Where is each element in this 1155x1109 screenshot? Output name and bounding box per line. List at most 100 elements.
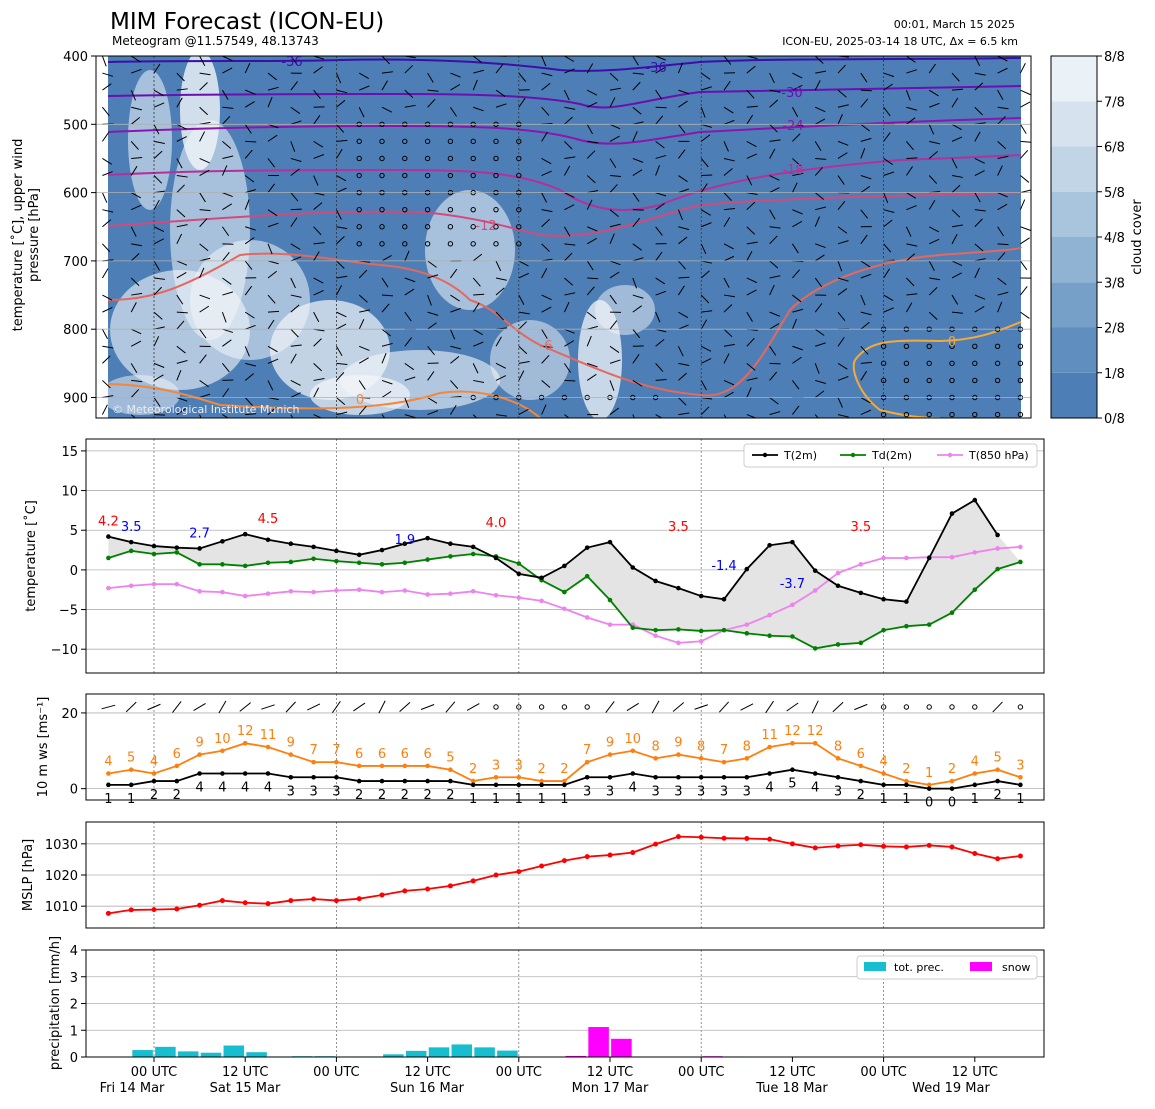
dewpoint-spread-fill	[108, 500, 1020, 648]
series-point	[494, 783, 499, 788]
series-point	[175, 545, 180, 550]
mean-value-label: 4	[765, 781, 773, 796]
calm-wind-marker	[494, 705, 498, 709]
upper-air-panel: © Meteorological Institute Munich 400500…	[10, 46, 1123, 425]
wind-barb	[240, 703, 251, 712]
mean-value-label: 1	[515, 792, 523, 807]
gust-value-label: 7	[309, 743, 317, 758]
series-point	[106, 771, 111, 776]
series-point	[653, 842, 658, 847]
mean-value-label: 3	[674, 784, 682, 799]
y-tick-label: 15	[61, 445, 78, 460]
mean-value-label: 3	[834, 784, 842, 799]
series-point	[608, 598, 613, 603]
wind-barb	[906, 158, 917, 159]
mean-value-label: 4	[195, 781, 203, 796]
series-point	[266, 771, 271, 776]
series-point	[175, 779, 180, 784]
series-point	[380, 892, 385, 897]
colorbar-tick-label: 8/8	[1104, 50, 1125, 65]
wind-barb	[652, 701, 659, 713]
series-point	[425, 779, 430, 784]
series-point	[1018, 560, 1023, 565]
series-point	[904, 844, 909, 849]
mslp-ylabel: MSLP [hPa]	[21, 839, 36, 911]
wind-barb	[421, 704, 434, 709]
mean-value-label: 1	[469, 792, 477, 807]
colorbar-band	[1051, 237, 1097, 282]
series-point	[289, 541, 294, 546]
series-point	[699, 594, 704, 599]
series-point	[950, 786, 955, 791]
series-point	[745, 775, 750, 780]
colorbar-tick-label: 1/8	[1104, 367, 1125, 382]
y-tick-label: 3	[70, 971, 78, 986]
series-point	[858, 842, 863, 847]
y-tick-label: −5	[59, 604, 78, 619]
wind-barb	[993, 702, 1003, 712]
wind-barb	[102, 705, 116, 709]
y-tick-label: 4	[70, 944, 78, 959]
extreme-label: 2.7	[189, 526, 210, 541]
series-point	[425, 764, 430, 769]
copyright-note: © Meteorological Institute Munich	[112, 403, 299, 416]
series-point	[950, 844, 955, 849]
legend-swatch	[864, 962, 886, 971]
colorbar-band	[1051, 192, 1097, 237]
series-point	[1018, 775, 1023, 780]
wind-barb	[770, 363, 781, 364]
series-point	[722, 597, 727, 602]
calm-wind-marker	[585, 705, 589, 709]
series-point	[425, 536, 430, 541]
colorbar-ticks: 0/81/82/83/84/85/86/87/88/8	[1097, 50, 1125, 427]
legend-label: tot. prec.	[894, 961, 944, 974]
wind-barb	[245, 141, 256, 142]
series-point	[973, 498, 978, 503]
series-point	[311, 545, 316, 550]
mean-value-label: 2	[446, 788, 454, 803]
series-point	[995, 856, 1000, 861]
series-point	[653, 633, 658, 638]
upper-air-ylabel-line1: temperature [˚C], upper wind	[10, 139, 26, 332]
series-point	[631, 748, 636, 753]
series-point	[129, 549, 134, 554]
series-point	[653, 775, 658, 780]
precip-bar	[474, 1047, 495, 1057]
mean-value-label: 4	[629, 781, 637, 796]
series-point	[767, 613, 772, 618]
legend-label: snow	[1002, 961, 1030, 974]
series-point	[562, 606, 567, 611]
series-point	[722, 775, 727, 780]
series-point	[744, 836, 749, 841]
mean-value-label: 3	[720, 784, 728, 799]
series-point	[357, 553, 362, 558]
series-point	[289, 560, 294, 565]
series-point	[243, 532, 248, 537]
series-point	[790, 540, 795, 545]
wind-barb	[1112, 176, 1121, 182]
calm-wind-marker	[1041, 344, 1045, 348]
precip-bar	[178, 1051, 199, 1057]
extreme-label: 4.2	[98, 515, 119, 530]
wind-barb	[787, 703, 798, 711]
series-point	[562, 564, 567, 569]
gust-value-label: 2	[560, 762, 568, 777]
series-point	[585, 775, 590, 780]
series-point	[608, 752, 613, 757]
y-tick-label: −10	[51, 643, 78, 658]
series-point	[220, 748, 225, 753]
isotherm-label: 0	[356, 393, 364, 408]
wind-barb	[627, 703, 639, 710]
series-point	[904, 599, 909, 604]
gust-value-label: 2	[537, 762, 545, 777]
gust-value-label: 3	[515, 758, 523, 773]
gust-value-label: 10	[214, 732, 231, 747]
series-point	[904, 624, 909, 629]
wind-barb	[656, 107, 667, 108]
wind-barb	[673, 703, 684, 712]
wind-barb	[400, 702, 410, 711]
legend-label: Td(2m)	[871, 449, 912, 462]
